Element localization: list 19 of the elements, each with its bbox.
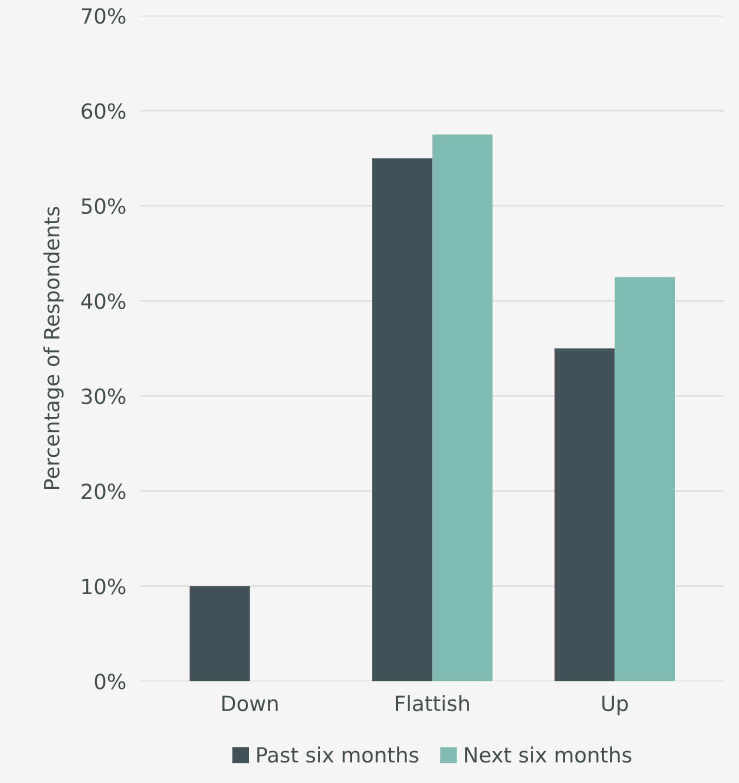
bar (372, 158, 432, 682)
y-tick-label: 70% (82, 8, 126, 24)
x-tick-label: Flattish (396, 695, 469, 712)
x-tick-label: Up (602, 696, 628, 716)
y-axis-title: Percentage of Respondents (43, 206, 64, 489)
y-tick-label: 20% (82, 484, 126, 500)
bar (190, 586, 250, 682)
bar (614, 277, 675, 682)
y-tick-label: 50% (82, 198, 126, 214)
bar (432, 134, 493, 682)
y-tick-label: 0% (94, 674, 126, 690)
y-tick-label: 10% (82, 578, 126, 594)
y-tick-label: 30% (82, 388, 126, 404)
y-tick-label: 40% (81, 293, 126, 310)
x-tick-label: Down (222, 696, 278, 712)
legend-label: Past six months (257, 746, 418, 763)
y-tick-label: 60% (82, 103, 126, 119)
legend-label: Next six months (465, 746, 632, 763)
bar (554, 348, 615, 682)
